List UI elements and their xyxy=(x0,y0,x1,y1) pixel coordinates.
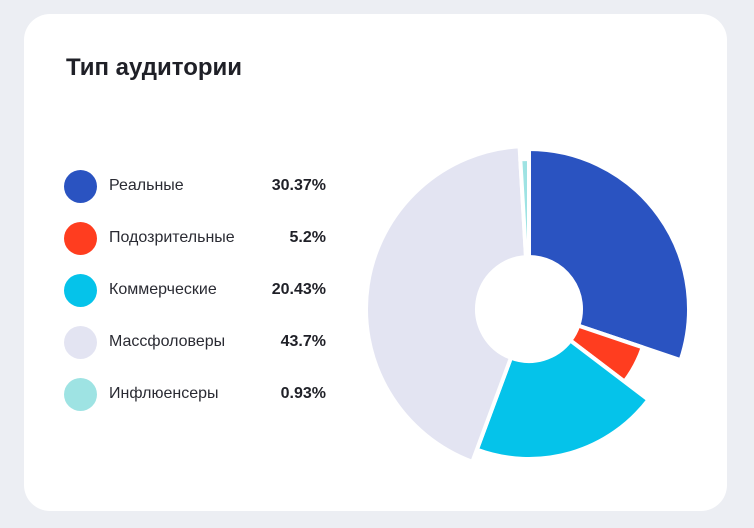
legend-swatch xyxy=(64,325,97,359)
legend-item-massfollowers[interactable]: Массфоловеры 43.7% xyxy=(64,325,326,359)
legend-label: Массфоловеры xyxy=(109,333,226,350)
legend-value: 30.37% xyxy=(271,177,326,194)
legend-item-suspicious[interactable]: Подозрительные 5.2% xyxy=(64,221,326,255)
legend-value: 0.93% xyxy=(280,385,326,402)
legend-label: Подозрительные xyxy=(109,229,235,246)
chart-legend: Реальные 30.37% Подозрительные 5.2% Комм… xyxy=(64,169,326,429)
legend-value: 43.7% xyxy=(280,333,326,350)
legend-label: Инфлюенсеры xyxy=(109,385,219,402)
legend-item-real[interactable]: Реальные 30.37% xyxy=(64,169,326,203)
audience-type-card: Тип аудитории Реальные 30.37% Подозрител… xyxy=(24,14,727,511)
legend-item-influencers[interactable]: Инфлюенсеры 0.93% xyxy=(64,377,326,411)
donut-chart xyxy=(364,144,691,464)
legend-swatch xyxy=(64,221,97,255)
legend-swatch xyxy=(64,273,97,307)
legend-label: Коммерческие xyxy=(109,281,217,298)
legend-item-commercial[interactable]: Коммерческие 20.43% xyxy=(64,273,326,307)
legend-value: 5.2% xyxy=(289,229,326,246)
donut-hole xyxy=(477,257,581,361)
legend-swatch xyxy=(64,377,97,411)
legend-label: Реальные xyxy=(109,177,184,194)
legend-swatch xyxy=(64,169,97,203)
legend-value: 20.43% xyxy=(271,281,326,298)
card-title: Тип аудитории xyxy=(66,54,243,81)
